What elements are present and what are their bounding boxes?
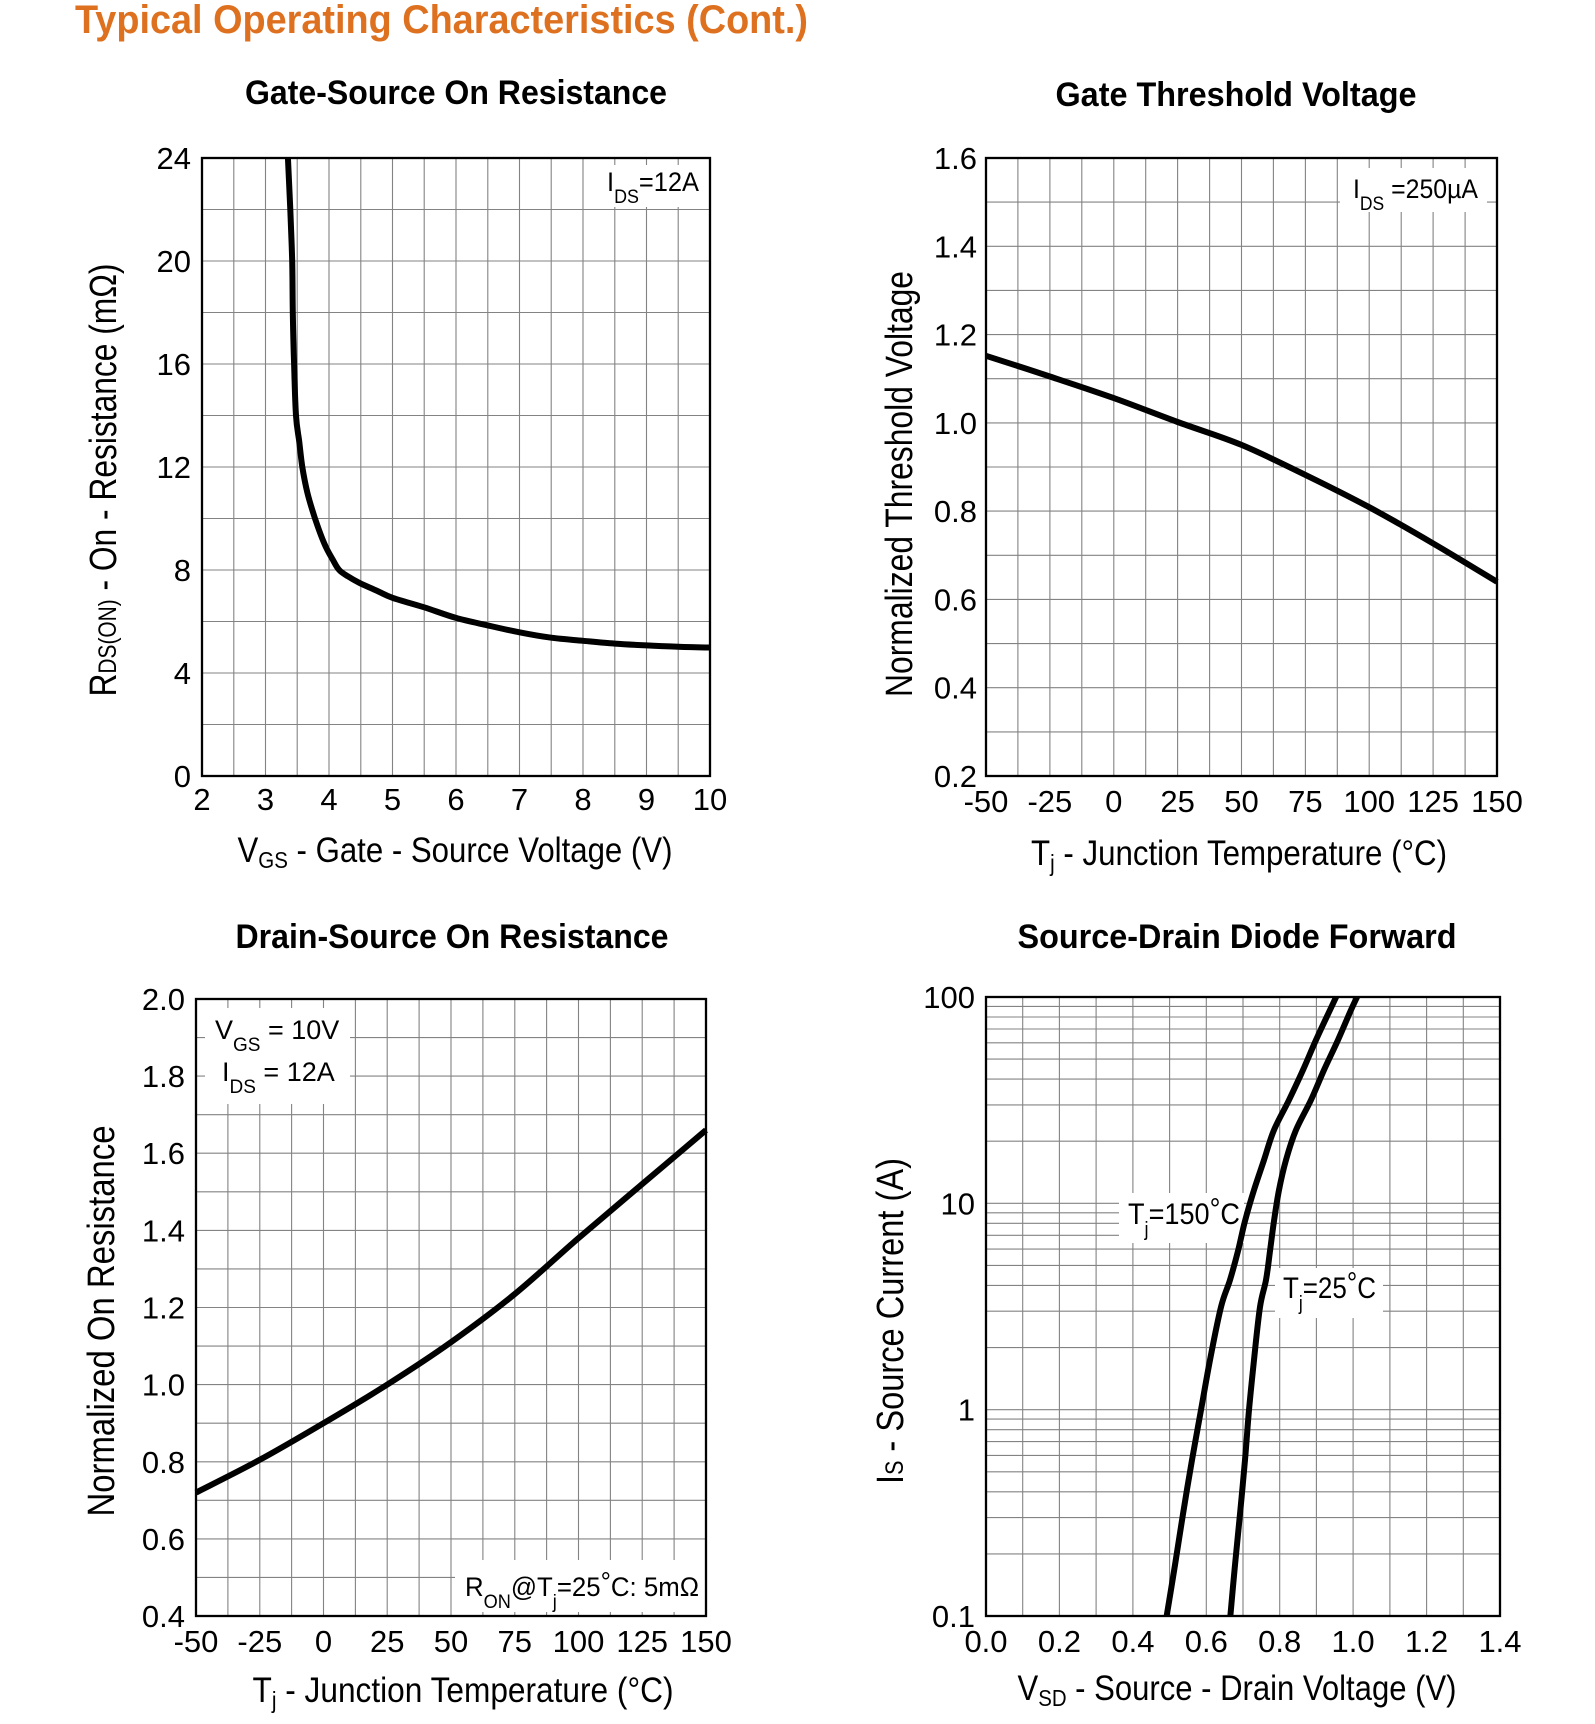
svg-text:0.8: 0.8 — [934, 494, 977, 529]
svg-text:2: 2 — [193, 782, 210, 817]
svg-text:100: 100 — [923, 980, 975, 1015]
svg-text:0.4: 0.4 — [142, 1599, 185, 1634]
svg-text:0.4: 0.4 — [1111, 1624, 1154, 1659]
svg-text:1.4: 1.4 — [934, 229, 977, 264]
svg-text:25: 25 — [370, 1624, 404, 1659]
svg-text:125: 125 — [1407, 784, 1459, 819]
svg-text:Tj - Junction Temperature (°C): Tj - Junction Temperature (°C) — [253, 1671, 674, 1713]
svg-text:0.2: 0.2 — [1038, 1624, 1081, 1659]
svg-text:0.2: 0.2 — [934, 759, 977, 794]
svg-text:1.2: 1.2 — [1405, 1624, 1448, 1659]
svg-text:5: 5 — [384, 782, 401, 817]
svg-text:20: 20 — [157, 244, 191, 279]
svg-text:150: 150 — [680, 1624, 732, 1659]
svg-text:2.0: 2.0 — [142, 982, 185, 1017]
svg-text:50: 50 — [1224, 784, 1258, 819]
svg-text:VSD - Source - Drain Voltage (: VSD - Source - Drain Voltage (V) — [1018, 1669, 1457, 1711]
svg-text:Typical Operating Characterist: Typical Operating Characteristics (Cont.… — [75, 0, 808, 42]
svg-text:Gate-Source On Resistance: Gate-Source On Resistance — [245, 74, 667, 112]
svg-text:Gate Threshold Voltage: Gate Threshold Voltage — [1056, 76, 1417, 114]
svg-text:4: 4 — [320, 782, 337, 817]
svg-text:0: 0 — [174, 759, 191, 794]
svg-text:1.8: 1.8 — [142, 1059, 185, 1094]
svg-text:Normalized Threshold Voltage: Normalized Threshold Voltage — [879, 271, 921, 697]
svg-text:1.2: 1.2 — [934, 318, 977, 353]
svg-text:IS - Source Current (A): IS - Source Current (A) — [870, 1158, 912, 1484]
svg-text:0.8: 0.8 — [142, 1445, 185, 1480]
svg-text:6: 6 — [447, 782, 464, 817]
svg-text:Tj - Junction Temperature (°C): Tj - Junction Temperature (°C) — [1031, 834, 1447, 876]
svg-text:Normalized On Resistance: Normalized On Resistance — [81, 1126, 123, 1517]
svg-text:75: 75 — [498, 1624, 532, 1659]
svg-text:0.8: 0.8 — [1258, 1624, 1301, 1659]
svg-text:1.2: 1.2 — [142, 1291, 185, 1326]
svg-text:7: 7 — [511, 782, 528, 817]
svg-text:VGS = 10V: VGS = 10V — [215, 1015, 339, 1056]
svg-text:1.0: 1.0 — [142, 1368, 185, 1403]
svg-text:0: 0 — [1105, 784, 1122, 819]
svg-text:VGS - Gate - Source Voltage (V: VGS - Gate - Source Voltage (V) — [238, 831, 673, 873]
svg-text:0.6: 0.6 — [1185, 1624, 1228, 1659]
svg-text:100: 100 — [553, 1624, 605, 1659]
svg-text:1.6: 1.6 — [934, 141, 977, 176]
svg-text:8: 8 — [574, 782, 591, 817]
svg-text:1.0: 1.0 — [934, 406, 977, 441]
svg-text:Source-Drain Diode Forward: Source-Drain Diode Forward — [1018, 918, 1457, 956]
svg-text:-50: -50 — [964, 784, 1009, 819]
svg-text:75: 75 — [1288, 784, 1322, 819]
svg-text:0.1: 0.1 — [932, 1599, 975, 1634]
svg-text:1.4: 1.4 — [142, 1213, 185, 1248]
svg-text:Drain-Source On Resistance: Drain-Source On Resistance — [236, 918, 669, 956]
svg-text:1.0: 1.0 — [1332, 1624, 1375, 1659]
svg-text:100: 100 — [1343, 784, 1395, 819]
svg-text:3: 3 — [257, 782, 274, 817]
svg-text:16: 16 — [157, 347, 191, 382]
svg-text:125: 125 — [616, 1624, 668, 1659]
svg-text:0: 0 — [315, 1624, 332, 1659]
svg-text:4: 4 — [174, 656, 191, 691]
svg-text:8: 8 — [174, 553, 191, 588]
svg-text:10: 10 — [941, 1186, 975, 1221]
svg-text:0.6: 0.6 — [934, 582, 977, 617]
svg-text:9: 9 — [638, 782, 655, 817]
svg-text:25: 25 — [1160, 784, 1194, 819]
svg-text:-50: -50 — [174, 1624, 219, 1659]
svg-text:0.4: 0.4 — [934, 671, 977, 706]
svg-text:1.4: 1.4 — [1478, 1624, 1521, 1659]
svg-text:10: 10 — [693, 782, 727, 817]
svg-text:1.6: 1.6 — [142, 1136, 185, 1171]
svg-text:0.0: 0.0 — [964, 1624, 1007, 1659]
svg-text:1: 1 — [958, 1393, 975, 1428]
svg-text:-25: -25 — [237, 1624, 282, 1659]
svg-text:50: 50 — [434, 1624, 468, 1659]
svg-text:0.6: 0.6 — [142, 1522, 185, 1557]
svg-text:-25: -25 — [1027, 784, 1072, 819]
svg-text:150: 150 — [1471, 784, 1523, 819]
svg-text:24: 24 — [157, 141, 191, 176]
svg-text:12: 12 — [157, 450, 191, 485]
